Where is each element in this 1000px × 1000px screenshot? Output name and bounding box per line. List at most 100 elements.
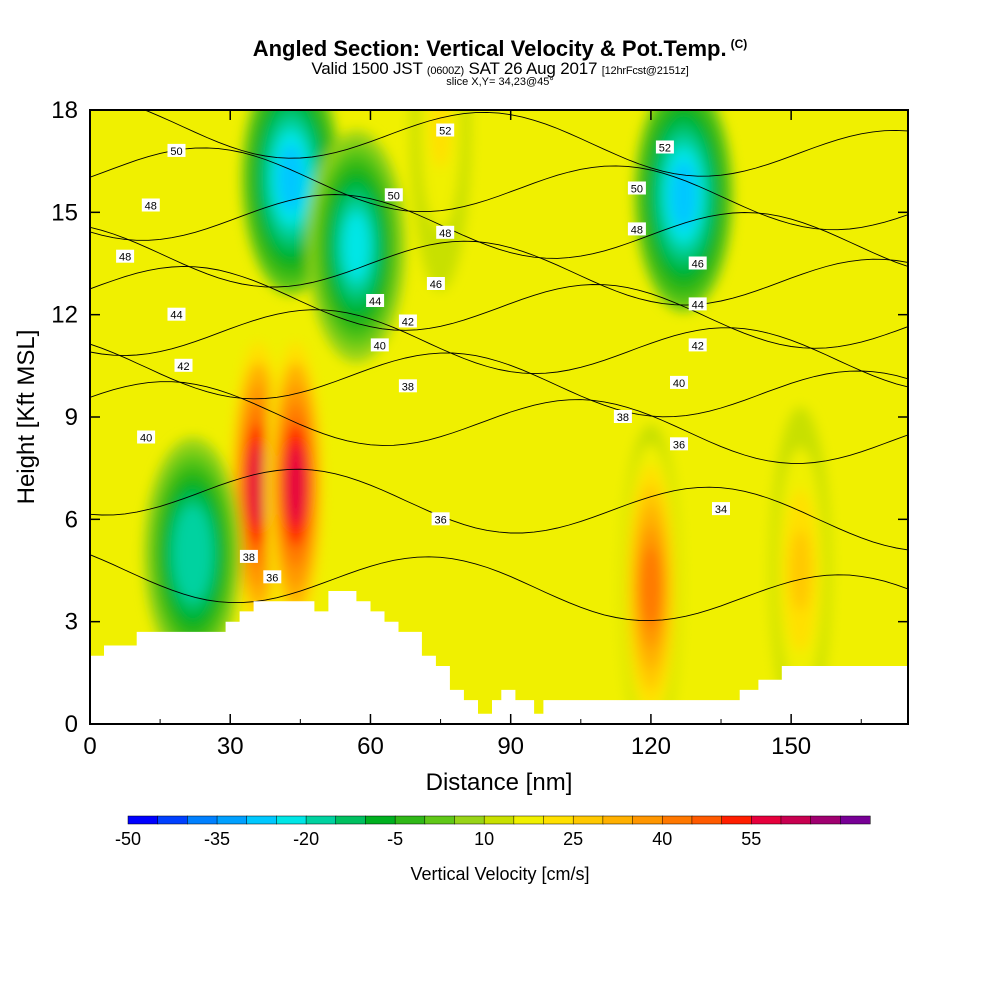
svg-text:46: 46 <box>692 259 704 271</box>
subtitle-utc: (0600Z) <box>426 65 464 77</box>
potential-temperature-contours <box>90 110 908 622</box>
y-axis-label: Height [Kft MSL] <box>13 330 40 505</box>
svg-text:36: 36 <box>673 439 685 451</box>
contour-label: 48 <box>116 249 135 264</box>
y-tick-label: 9 <box>65 404 78 431</box>
colorbar-swatch <box>157 815 188 825</box>
svg-text:52: 52 <box>439 126 451 138</box>
isentrope-46 <box>90 226 908 306</box>
velocity-cell-3-6 <box>790 529 811 612</box>
contour-label: 38 <box>613 410 632 424</box>
subtitle-forecast: [12hrFcst@2151z] <box>601 65 689 77</box>
colorbar-swatch <box>276 815 307 825</box>
velocity-cell-7-6 <box>343 212 370 281</box>
contour-labels: 50 48 48 44 42 40 38 36 52 50 48 46 44 42 40 38 36 52 50 48… <box>116 123 730 584</box>
y-tick-label: 18 <box>51 97 78 124</box>
terrain-mask <box>90 591 908 724</box>
chart-title: Angled Section: Vertical Velocity & Pot.… <box>0 36 1000 62</box>
isentrope-52 <box>143 110 908 177</box>
svg-text:38: 38 <box>617 412 629 424</box>
colorbar-tick-label: -20 <box>293 829 319 849</box>
x-tick-label: 150 <box>771 733 811 760</box>
contour-label: 48 <box>141 198 160 213</box>
contour-label: 46 <box>426 277 445 291</box>
contour-label: 44 <box>167 307 186 322</box>
contour-label: 44 <box>688 297 707 311</box>
colorbar-tick-label: 55 <box>741 829 761 849</box>
colorbar-swatch <box>424 815 456 825</box>
x-tick-label: 120 <box>631 733 671 760</box>
colorbar-swatch <box>216 815 248 825</box>
svg-text:44: 44 <box>369 296 381 308</box>
isentrope-44 <box>90 265 908 349</box>
slice-label: slice X,Y= 34,23@45° <box>446 76 554 88</box>
colorbar-swatch <box>394 815 426 825</box>
velocity-cell-6-6 <box>670 161 697 230</box>
colorbar-swatch <box>780 815 812 825</box>
colorbar-tick-label: 25 <box>563 829 583 849</box>
svg-text:48: 48 <box>439 228 451 240</box>
chart-title-unit: (C) <box>730 36 748 51</box>
svg-text:48: 48 <box>631 224 643 236</box>
contour-label: 52 <box>655 140 674 155</box>
colorbar-swatch <box>246 815 277 825</box>
isentrope-36 <box>90 468 908 551</box>
svg-text:48: 48 <box>119 252 131 264</box>
colorbar-tick-label: 10 <box>474 829 494 849</box>
contour-label: 34 <box>712 502 730 516</box>
isentrope-40 <box>90 343 908 418</box>
isentrope-42 <box>90 309 908 388</box>
colorbar-swatch <box>691 815 723 825</box>
svg-text:40: 40 <box>673 378 685 390</box>
svg-text:36: 36 <box>434 514 446 526</box>
x-tick-label: 30 <box>217 733 244 760</box>
contour-label: 48 <box>627 222 646 236</box>
contour-label: 38 <box>398 379 417 393</box>
svg-text:50: 50 <box>388 190 400 202</box>
subtitle-valid: Valid 1500 JST <box>311 59 423 78</box>
contour-label: 40 <box>370 338 389 352</box>
svg-text:34: 34 <box>715 504 727 516</box>
colorbar-swatch <box>840 815 871 825</box>
contour-label: 48 <box>436 225 455 240</box>
contour-label: 38 <box>239 549 258 564</box>
colorbar-label: Vertical Velocity [cm/s] <box>410 864 589 884</box>
colorbar-swatch <box>543 815 574 825</box>
svg-text:40: 40 <box>374 340 386 352</box>
chart-title-text: Angled Section: Vertical Velocity & Pot.… <box>252 36 727 61</box>
velocity-cell-5-6 <box>277 144 305 213</box>
svg-text:42: 42 <box>402 317 414 329</box>
svg-text:44: 44 <box>692 299 704 311</box>
contour-label: 40 <box>137 430 156 445</box>
isentrope-48 <box>90 194 908 267</box>
isentrope-38 <box>90 381 908 464</box>
svg-text:44: 44 <box>170 310 182 322</box>
x-tick-label: 90 <box>497 733 524 760</box>
colorbar: -50 -35 -20 -5 10 25 40 55 <box>115 815 871 849</box>
contour-label: 50 <box>627 181 646 196</box>
svg-text:38: 38 <box>402 381 414 393</box>
y-tick-label: 0 <box>65 711 78 738</box>
y-tick-label: 6 <box>65 506 78 533</box>
contour-label: 46 <box>688 256 707 271</box>
svg-text:48: 48 <box>145 201 157 213</box>
svg-text:40: 40 <box>140 433 152 445</box>
y-tick-label: 15 <box>51 199 78 226</box>
colorbar-swatch <box>305 815 337 825</box>
contour-label: 42 <box>398 314 417 329</box>
colorbar-swatch <box>810 815 841 825</box>
colorbar-tick-label: -5 <box>387 829 403 849</box>
svg-text:52: 52 <box>659 143 671 155</box>
y-tick-label: 3 <box>65 609 78 636</box>
colorbar-swatch <box>454 815 485 825</box>
isentrope-50 <box>90 147 908 231</box>
colorbar-tick-label: -35 <box>204 829 230 849</box>
velocity-cell-0-6 <box>247 444 269 527</box>
colorbar-swatch <box>483 815 515 825</box>
velocity-cell-8-6 <box>179 519 206 588</box>
contour-label: 50 <box>167 143 186 158</box>
colorbar-tick-label: 40 <box>652 829 672 849</box>
velocity-cell-1-6 <box>285 444 307 527</box>
x-tick-label: 0 <box>83 733 96 760</box>
